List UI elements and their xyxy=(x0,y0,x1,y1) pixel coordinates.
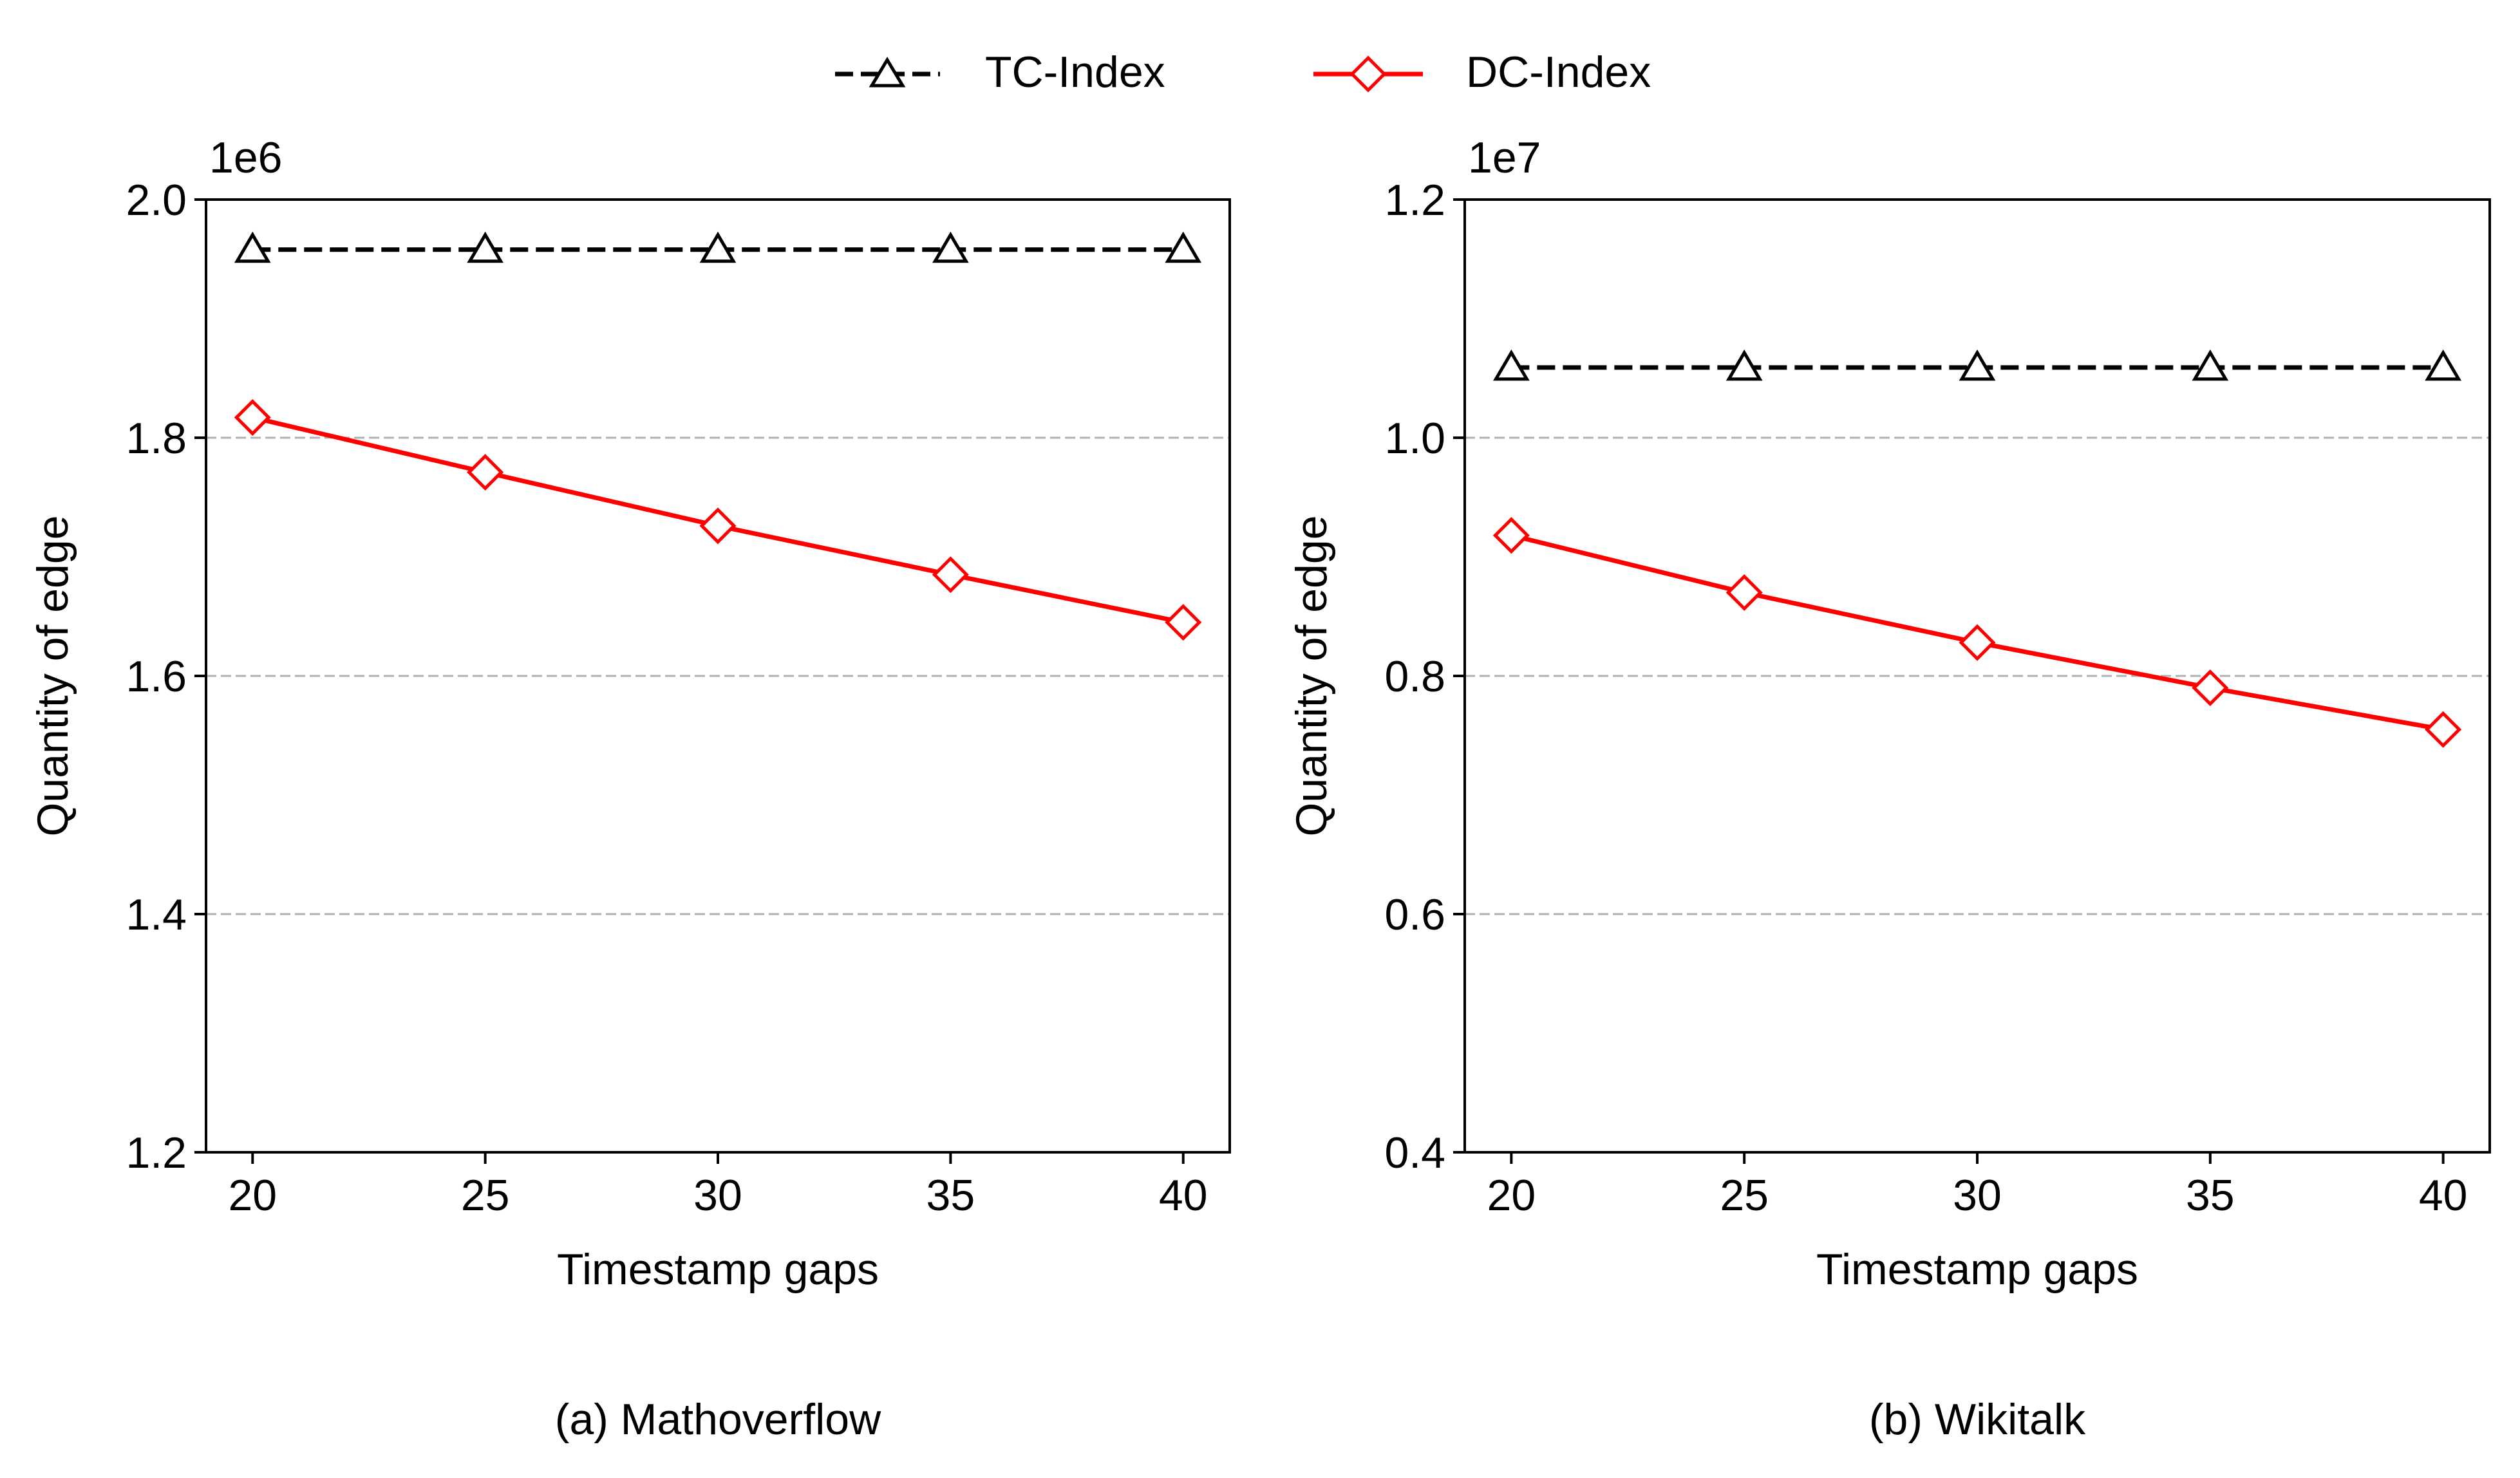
data-point-tc-index xyxy=(932,231,969,263)
y-axis-ticks: 1.2 1.4 1.6 1.8 2.0 xyxy=(126,176,206,1177)
data-point-tc-index xyxy=(2425,349,2462,381)
grid-lines xyxy=(206,436,1230,915)
y-tick-label: 1.6 xyxy=(126,652,187,701)
y-tick-label: 1.2 xyxy=(126,1128,187,1177)
x-axis-label: Timestamp gaps xyxy=(1816,1245,2138,1294)
y-tick-label: 0.6 xyxy=(1384,890,1445,939)
data-point-tc-index xyxy=(1492,349,1530,381)
chart-panel-wikitalk: 0.4 0.6 0.8 1.0 1.2 20 25 30 35 40 1e7 Quantity … xyxy=(1287,133,2491,1444)
legend-tc-label: TC-Index xyxy=(985,48,1165,97)
chart-panel-mathoverflow: 1.2 1.4 1.6 1.8 2.0 20 25 30 35 40 1e6 Quantity … xyxy=(28,133,1231,1444)
x-tick-label: 20 xyxy=(228,1171,277,1220)
data-point-tc-index xyxy=(467,231,503,263)
x-tick-label: 35 xyxy=(926,1171,975,1220)
x-tick-label: 40 xyxy=(2419,1171,2468,1220)
data-point-tc-index xyxy=(1959,349,1996,381)
data-point-dc-index xyxy=(1959,624,1996,661)
x-tick-label: 25 xyxy=(461,1171,510,1220)
y-tick-label: 1.8 xyxy=(126,414,187,463)
data-point-tc-index xyxy=(699,231,737,263)
y-axis-label: Quantity of edge xyxy=(28,515,77,836)
legend-entry-dc-index: DC-Index xyxy=(1313,48,1651,97)
diamond-icon xyxy=(1349,55,1387,93)
data-point-tc-index xyxy=(1725,349,1763,381)
y-tick-label: 0.8 xyxy=(1384,652,1445,701)
legend-dc-label: DC-Index xyxy=(1466,48,1651,97)
x-tick-label: 25 xyxy=(1720,1171,1769,1220)
y-tick-label: 0.4 xyxy=(1384,1128,1445,1177)
panel-caption: (a) Mathoverflow xyxy=(555,1395,881,1444)
offset-label: 1e6 xyxy=(209,133,282,182)
data-point-dc-index xyxy=(1492,517,1530,554)
x-tick-label: 30 xyxy=(1953,1171,2002,1220)
data-point-dc-index xyxy=(234,399,271,436)
legend-entry-tc-index: TC-Index xyxy=(835,48,1165,97)
data-point-dc-index xyxy=(2192,669,2229,707)
y-tick-label: 1.2 xyxy=(1384,176,1445,225)
data-point-dc-index xyxy=(1725,574,1763,612)
y-axis-ticks: 0.4 0.6 0.8 1.0 1.2 xyxy=(1384,176,1465,1177)
data-point-tc-index xyxy=(1165,231,1202,263)
y-axis-label: Quantity of edge xyxy=(1287,515,1336,836)
x-tick-label: 20 xyxy=(1487,1171,1536,1220)
offset-label: 1e7 xyxy=(1468,133,1541,182)
triangle-icon xyxy=(869,57,906,88)
series-group xyxy=(1492,349,2462,748)
x-axis-ticks: 20 25 30 35 40 xyxy=(228,1152,1208,1220)
legend: TC-Index DC-Index xyxy=(835,48,1651,97)
data-point-dc-index xyxy=(699,507,737,545)
panel-caption: (b) Wikitalk xyxy=(1869,1395,2086,1444)
data-point-tc-index xyxy=(2192,349,2229,381)
x-axis-ticks: 20 25 30 35 40 xyxy=(1487,1152,2468,1220)
y-tick-label: 2.0 xyxy=(126,176,187,225)
data-point-dc-index xyxy=(1165,604,1202,641)
x-tick-label: 30 xyxy=(693,1171,742,1220)
x-tick-label: 35 xyxy=(2186,1171,2235,1220)
grid-lines xyxy=(1465,436,2490,915)
x-tick-label: 40 xyxy=(1159,1171,1208,1220)
data-point-dc-index xyxy=(2425,711,2462,748)
y-tick-label: 1.4 xyxy=(126,890,187,939)
x-axis-label: Timestamp gaps xyxy=(557,1245,879,1294)
data-point-dc-index xyxy=(467,454,504,491)
series-group xyxy=(234,231,1202,641)
data-point-dc-index xyxy=(932,556,969,594)
y-tick-label: 1.0 xyxy=(1384,414,1445,463)
data-point-tc-index xyxy=(234,231,271,263)
